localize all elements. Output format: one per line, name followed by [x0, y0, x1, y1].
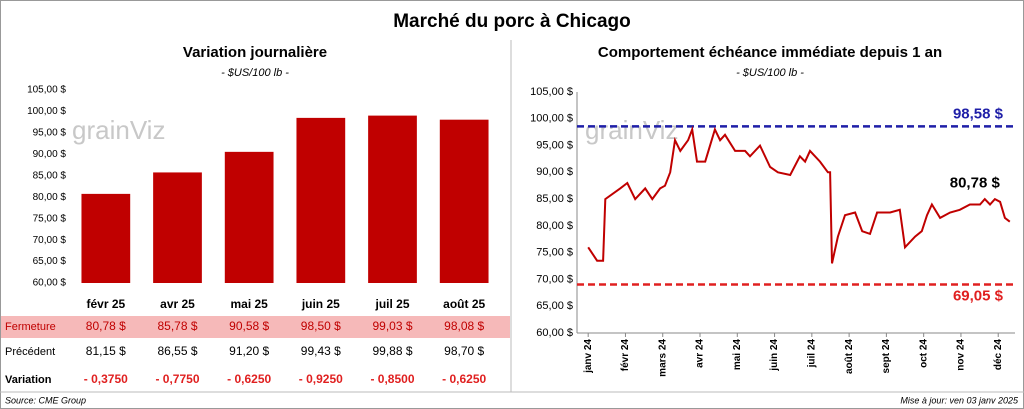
y-tick-label: 95,00 $	[33, 128, 67, 139]
annotation: 80,78 $	[950, 175, 1001, 192]
x-tick-label: janv 24	[583, 339, 594, 374]
y-tick-label: 60,00 $	[33, 278, 67, 289]
x-tick-label: juil 24	[806, 339, 817, 369]
x-tick-label: févr 24	[620, 339, 631, 372]
bar	[439, 119, 489, 283]
chart-subtitle: - $US/100 lb -	[221, 67, 289, 79]
x-tick-label: oct 24	[918, 339, 929, 368]
y-tick-label: 80,00 $	[33, 192, 67, 203]
y-tick-label: 65,00 $	[33, 256, 67, 267]
y-tick-label: 70,00 $	[33, 235, 67, 246]
row-label: Fermeture	[5, 321, 56, 333]
table-cell: 99,88 $	[372, 344, 412, 358]
y-tick-label: 90,00 $	[536, 166, 573, 178]
value-label: 85,78 $	[157, 319, 197, 333]
page-title: Marché du porc à Chicago	[393, 11, 631, 32]
x-tick-label: avr 24	[695, 339, 706, 368]
y-tick-label: 100,00 $	[530, 113, 573, 125]
x-tick-label: nov 24	[956, 339, 967, 371]
table-cell: - 0,6250	[442, 372, 486, 386]
x-tick-label: févr 25	[86, 297, 125, 311]
y-tick-label: 95,00 $	[536, 139, 573, 151]
chart-title: Comportement échéance immédiate depuis 1…	[598, 44, 942, 61]
y-tick-label: 65,00 $	[536, 300, 573, 312]
source: Source: CME Group	[5, 395, 86, 405]
x-tick-label: mai 25	[230, 297, 268, 311]
table-cell: 91,20 $	[229, 344, 269, 358]
row-label: Précédent	[5, 346, 55, 358]
bar	[296, 117, 346, 283]
x-tick-label: déc 24	[993, 339, 1004, 371]
bar	[368, 115, 417, 283]
bar	[224, 151, 274, 283]
watermark: grainViz	[72, 115, 165, 145]
value-label: 99,03 $	[372, 319, 412, 333]
table-cell: 86,55 $	[157, 344, 197, 358]
y-tick-label: 60,00 $	[536, 327, 573, 339]
x-tick-label: mai 24	[732, 339, 743, 371]
x-tick-label: juin 24	[769, 339, 780, 372]
value-label: 98,50 $	[301, 319, 341, 333]
x-tick-label: août 25	[443, 297, 485, 311]
y-tick-label: 90,00 $	[33, 149, 67, 160]
row-label: Variation	[5, 374, 52, 386]
chart-subtitle: - $US/100 lb -	[736, 67, 804, 79]
x-tick-label: sept 24	[881, 339, 892, 374]
table-cell: - 0,6250	[227, 372, 271, 386]
y-tick-label: 105,00 $	[27, 85, 66, 96]
table-cell: 98,70 $	[444, 344, 484, 358]
table-cell: - 0,3750	[84, 372, 128, 386]
x-tick-label: juin 25	[301, 297, 340, 311]
updated: Mise à jour: ven 03 janv 2025	[900, 395, 1019, 405]
table-cell: - 0,7750	[155, 372, 199, 386]
watermark: grainViz	[585, 115, 678, 145]
value-label: 80,78 $	[86, 319, 126, 333]
y-tick-label: 70,00 $	[536, 273, 573, 285]
row-highlight	[1, 316, 510, 338]
x-tick-label: août 24	[844, 339, 855, 374]
line	[587, 125, 1011, 264]
table-cell: 99,43 $	[301, 344, 341, 358]
table-cell: - 0,8500	[370, 372, 414, 386]
y-tick-label: 75,00 $	[33, 213, 67, 224]
reference-label: 69,05 $	[953, 288, 1004, 305]
y-tick-label: 75,00 $	[536, 247, 573, 259]
x-tick-label: avr 25	[160, 297, 195, 311]
x-tick-label: juil 25	[374, 297, 409, 311]
table-cell: 81,15 $	[86, 344, 126, 358]
y-tick-label: 85,00 $	[33, 170, 67, 181]
value-label: 90,58 $	[229, 319, 269, 333]
y-tick-label: 85,00 $	[536, 193, 573, 205]
value-label: 98,08 $	[444, 319, 484, 333]
y-tick-label: 105,00 $	[530, 86, 573, 98]
y-tick-label: 100,00 $	[27, 106, 66, 117]
bar	[81, 193, 131, 283]
table-cell: - 0,9250	[299, 372, 343, 386]
bar	[153, 172, 202, 283]
chart-title: Variation journalière	[183, 44, 327, 61]
x-tick-label: mars 24	[657, 339, 668, 377]
y-tick-label: 80,00 $	[536, 220, 573, 232]
reference-label: 98,58 $	[953, 105, 1004, 122]
